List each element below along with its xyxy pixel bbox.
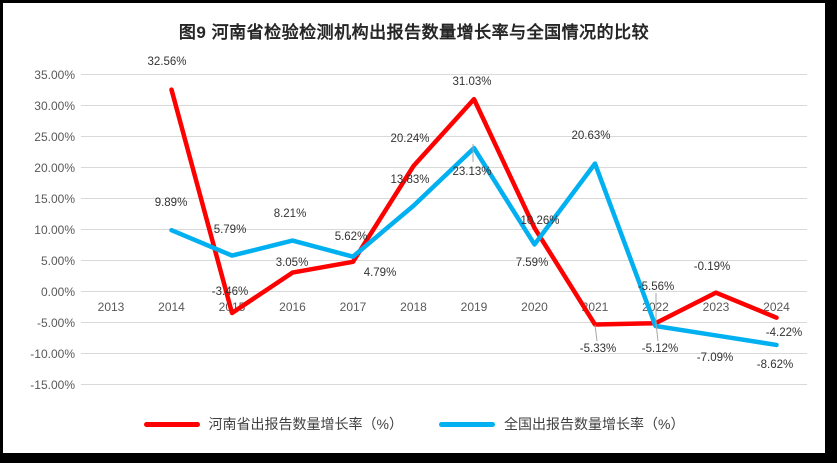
data-label-henan: -3.46% [212,286,248,298]
chart-title: 图9 河南省检验检测机构出报告数量增长率与全国情况的比较 [178,23,650,42]
x-tick-label: 2024 [763,300,790,314]
data-label-national: 5.79% [214,224,247,236]
label-leader-line-henan [594,324,598,342]
data-label-henan: 4.79% [364,267,397,279]
y-tick-label: -15.00% [30,378,75,392]
series-line-henan [169,87,779,327]
data-label-henan: -0.19% [694,261,730,273]
data-label-henan: 3.05% [276,257,309,269]
legend-label-national: 全国出报告数量增长率（%） [504,416,685,432]
data-label-national: 13.83% [390,174,429,186]
y-tick-label: 10.00% [34,223,75,237]
legend-item-henan: 河南省出报告数量增长率（%） [143,414,403,434]
data-label-henan: 32.56% [147,56,186,68]
data-label-henan: -5.33% [580,343,616,355]
x-tick-label: 2017 [340,300,367,314]
y-tick-label: 5.00% [41,254,75,268]
data-label-henan: 20.24% [390,133,429,145]
label-leader-line-henan [655,323,659,342]
y-tick-label: -5.00% [37,316,75,330]
y-tick-label: 35.00% [34,68,75,82]
legend: 河南省出报告数量增长率（%） 全国出报告数量增长率（%） [3,414,825,434]
x-tick-label: 2019 [461,300,488,314]
y-tick-label: -10.00% [30,347,75,361]
legend-swatch-henan-line [143,421,200,427]
y-tick-label: 0.00% [41,285,75,299]
y-tick-label: 20.00% [34,161,75,175]
data-label-national: -7.09% [697,352,733,364]
data-label-henan: 31.03% [452,76,491,88]
x-tick-label: 2013 [98,300,125,314]
data-label-national: -5.56% [638,281,674,293]
data-label-national: 7.59% [516,257,549,269]
plot-area: 35.00% 30.00% 25.00% 20.00% 15.00% 10.00% 5.00… [30,56,807,392]
y-tick-label: 15.00% [34,192,75,206]
x-tick-label: 2018 [400,300,427,314]
legend-item-national: 全国出报告数量增长率（%） [439,414,684,434]
x-tick-label: 2023 [703,300,730,314]
data-label-national: -8.62% [757,359,793,371]
y-tick-label: 30.00% [34,99,75,113]
legend-swatch-national-line [439,421,495,427]
data-label-national: 23.13% [452,166,491,178]
y-tick-label: 25.00% [34,130,75,144]
x-tick-label: 2020 [521,300,548,314]
data-label-henan: -4.22% [766,327,802,339]
series-line-national [169,145,779,348]
data-label-henan: -5.12% [642,343,678,355]
data-label-national: 5.62% [335,231,368,243]
x-tick-label: 2014 [158,300,185,314]
x-tick-label: 2016 [279,300,306,314]
data-label-national: 8.21% [274,208,307,220]
legend-label-henan: 河南省出报告数量增长率（%） [208,416,403,432]
data-label-national: 20.63% [571,130,610,142]
data-label-henan: 10.26% [520,215,559,227]
data-label-national: 9.89% [155,197,188,209]
